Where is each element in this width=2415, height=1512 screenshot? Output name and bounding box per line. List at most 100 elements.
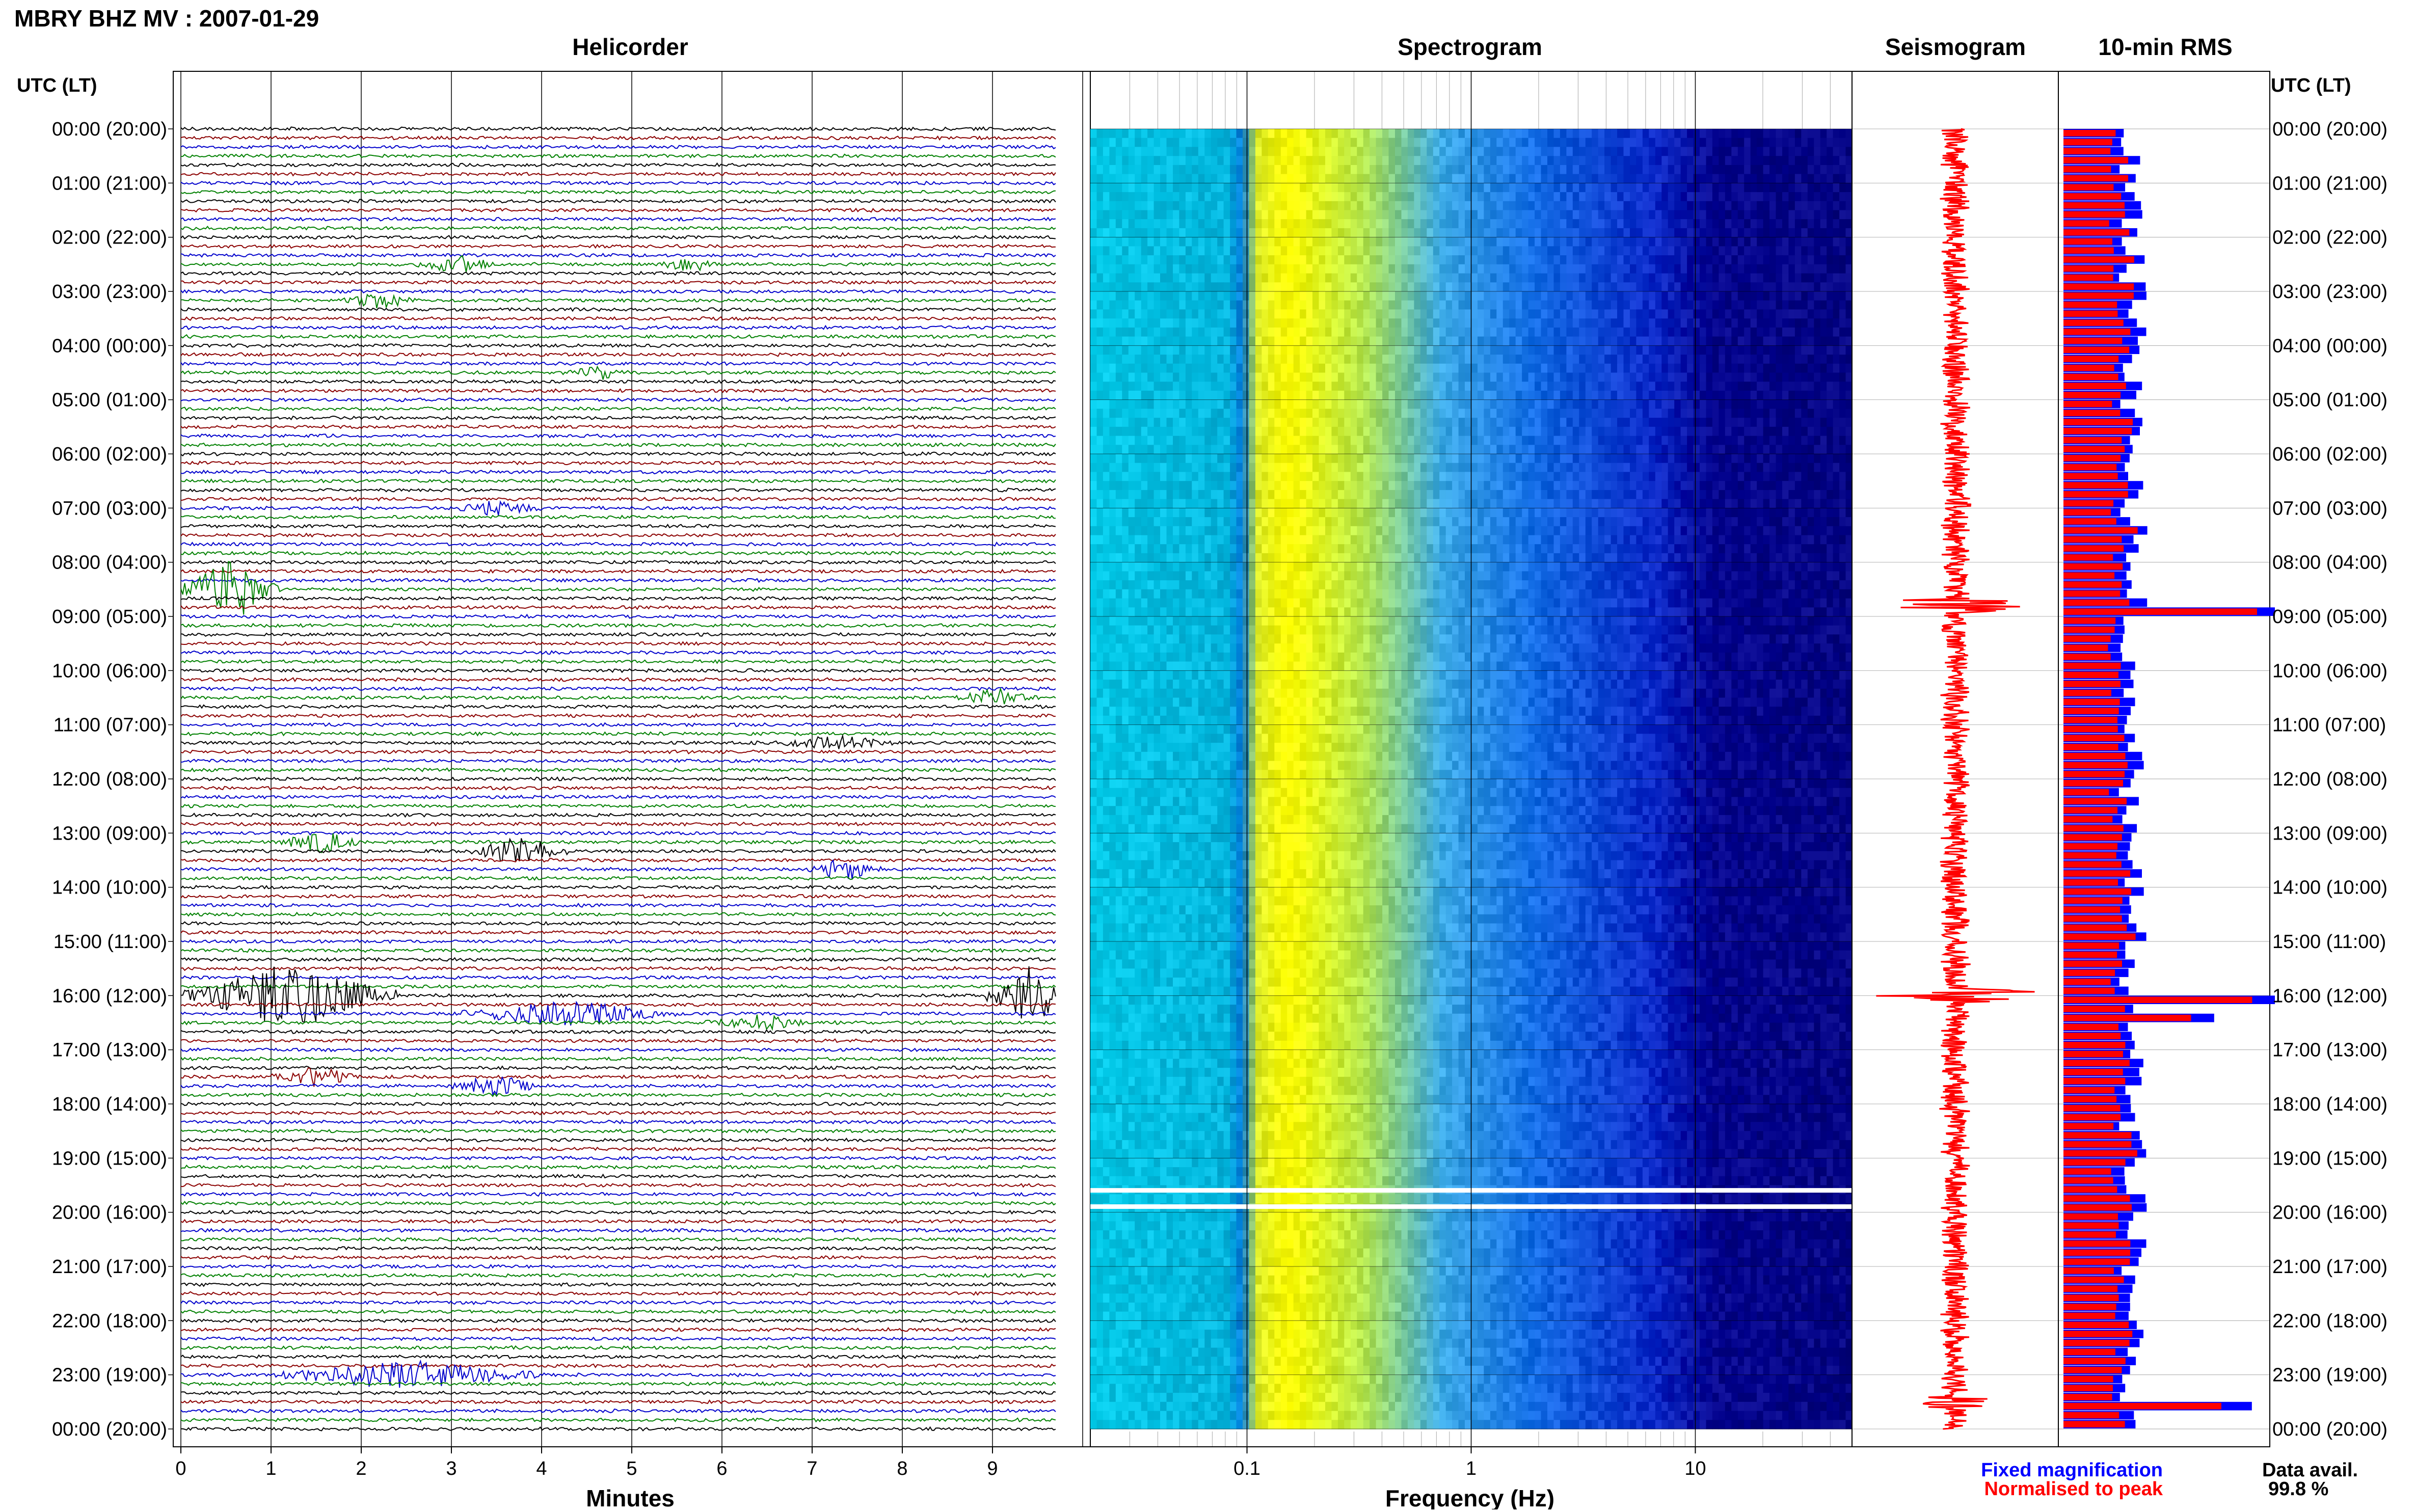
- rms-bar-normalised: [2063, 744, 2118, 750]
- time-label-left: 19:00 (15:00): [52, 1148, 167, 1169]
- minute-tick-label: 6: [716, 1458, 727, 1479]
- time-label-left: 04:00 (00:00): [52, 335, 167, 357]
- time-label-right: 17:00 (13:00): [2272, 1040, 2387, 1061]
- rms-bar-normalised: [2063, 437, 2122, 444]
- rms-bar-normalised: [2063, 473, 2118, 479]
- rms-bar-normalised: [2063, 509, 2111, 516]
- rms-bar-normalised: [2063, 283, 2134, 290]
- rms-bar-normalised: [2063, 446, 2125, 452]
- time-label-left: 12:00 (08:00): [52, 769, 167, 790]
- rms-bar-normalised: [2063, 1385, 2113, 1391]
- rms-bar-normalised: [2063, 1006, 2125, 1012]
- time-label-left: 22:00 (18:00): [52, 1310, 167, 1332]
- rms-bar-normalised: [2063, 1240, 2130, 1247]
- rms-bar-normalised: [2063, 654, 2111, 660]
- rms-bar-normalised: [2063, 1177, 2113, 1184]
- time-label-left: 03:00 (23:00): [52, 281, 167, 303]
- rms-bar-normalised: [2063, 753, 2126, 760]
- rms-bar-normalised: [2063, 419, 2133, 425]
- helicorder-panel-title: Helicorder: [572, 34, 688, 60]
- minute-tick-label: 5: [626, 1458, 637, 1479]
- time-label-right: 15:00 (11:00): [2272, 931, 2386, 953]
- time-label-left: 07:00 (03:00): [52, 498, 167, 519]
- rms-bar-normalised: [2063, 1141, 2131, 1148]
- rms-bar-normalised: [2063, 1349, 2115, 1356]
- rms-bar-normalised: [2063, 843, 2117, 850]
- time-label-right: 11:00 (07:00): [2272, 715, 2386, 736]
- frequency-tick-label: 1: [1466, 1458, 1477, 1479]
- rms-bar-normalised: [2063, 428, 2132, 435]
- rms-bar-normalised: [2063, 1150, 2137, 1157]
- rms-bar-normalised: [2063, 1421, 2125, 1427]
- rms-bar-normalised: [2063, 148, 2110, 154]
- time-label-right: 22:00 (18:00): [2272, 1310, 2387, 1332]
- rms-bar-normalised: [2063, 329, 2130, 335]
- rms-bar-normalised: [2063, 1195, 2130, 1202]
- rms-bar-normalised: [2063, 1123, 2113, 1129]
- rms-bar-normalised: [2063, 1267, 2114, 1274]
- rms-bar-normalised: [2063, 925, 2127, 931]
- frequency-axis-label: Frequency (Hz): [1385, 1485, 1554, 1509]
- time-label-right: 00:00 (20:00): [2272, 1419, 2387, 1440]
- rms-bar-normalised: [2063, 527, 2138, 534]
- rms-bar-normalised: [2063, 1015, 2191, 1021]
- frequency-tick-label: 10: [1684, 1458, 1706, 1479]
- time-label-right: 20:00 (16:00): [2272, 1202, 2387, 1224]
- time-label-right: 08:00 (04:00): [2272, 552, 2387, 574]
- rms-bar-normalised: [2063, 338, 2122, 344]
- rms-bar-normalised: [2063, 1033, 2121, 1039]
- rms-bar-normalised: [2063, 139, 2112, 146]
- rms-bar-normalised: [2063, 1213, 2118, 1220]
- rms-bar-normalised: [2063, 1304, 2116, 1310]
- time-label-right: 10:00 (06:00): [2272, 660, 2387, 682]
- rms-bar-normalised: [2063, 563, 2123, 570]
- rms-bar-normalised: [2063, 879, 2118, 886]
- time-label-right: 23:00 (19:00): [2272, 1365, 2387, 1386]
- rms-bar-normalised: [2063, 1114, 2121, 1121]
- time-label-right: 12:00 (08:00): [2272, 769, 2387, 790]
- minute-tick-label: 3: [446, 1458, 457, 1479]
- time-label-left: 17:00 (13:00): [52, 1040, 167, 1061]
- rms-bar-normalised: [2063, 1078, 2125, 1085]
- rms-bar-normalised: [2063, 518, 2116, 525]
- rms-bar-normalised: [2063, 572, 2114, 579]
- rms-bar-normalised: [2063, 870, 2130, 877]
- rms-bar-normalised: [2063, 275, 2113, 281]
- rms-bar-normalised: [2063, 834, 2122, 841]
- rms-bar-normalised: [2063, 1096, 2116, 1102]
- time-label-left: 13:00 (09:00): [52, 823, 167, 844]
- rms-bar-normalised: [2063, 969, 2115, 976]
- minute-tick-label: 4: [536, 1458, 547, 1479]
- rms-bar-normalised: [2063, 1069, 2123, 1075]
- time-label-right: 13:00 (09:00): [2272, 823, 2387, 844]
- time-label-right: 05:00 (01:00): [2272, 390, 2387, 411]
- rms-bar-normalised: [2063, 247, 2114, 254]
- rms-bar-normalised: [2063, 979, 2111, 985]
- rms-bar-normalised: [2063, 401, 2112, 408]
- time-label-right: 18:00 (14:00): [2272, 1094, 2387, 1115]
- rms-bar-normalised: [2063, 310, 2117, 317]
- rms-bar-normalised: [2063, 861, 2122, 868]
- rms-bar-normalised: [2063, 771, 2125, 777]
- legend-normalised-to-peak: Normalised to peak: [1984, 1478, 2163, 1500]
- spectrogram-panel-title: Spectrogram: [1398, 34, 1542, 60]
- rms-bar-normalised: [2063, 671, 2118, 678]
- rms-bar-normalised: [2063, 130, 2115, 137]
- rms-bar-normalised: [2063, 1412, 2119, 1419]
- rms-bar-normalised: [2063, 1051, 2123, 1058]
- rms-bar-normalised: [2063, 1367, 2122, 1373]
- rms-bar-normalised: [2063, 1340, 2130, 1346]
- rms-bar-normalised: [2063, 590, 2120, 597]
- seismic-dashboard: MBRY BHZ MV : 2007-01-29 Helicorder Spec…: [0, 0, 2415, 1509]
- rms-bar-normalised: [2063, 1060, 2130, 1066]
- time-label-left: 14:00 (10:00): [52, 877, 167, 899]
- time-label-left: 20:00 (16:00): [52, 1202, 167, 1224]
- rms-bar-normalised: [2063, 1277, 2124, 1283]
- time-label-right: 14:00 (10:00): [2272, 877, 2387, 899]
- rms-bar-normalised: [2063, 735, 2124, 741]
- rms-bar-normalised: [2063, 608, 2257, 615]
- rms-bar-normalised: [2063, 690, 2111, 696]
- time-label-left: 16:00 (12:00): [52, 985, 167, 1007]
- rms-bar-normalised: [2063, 708, 2119, 714]
